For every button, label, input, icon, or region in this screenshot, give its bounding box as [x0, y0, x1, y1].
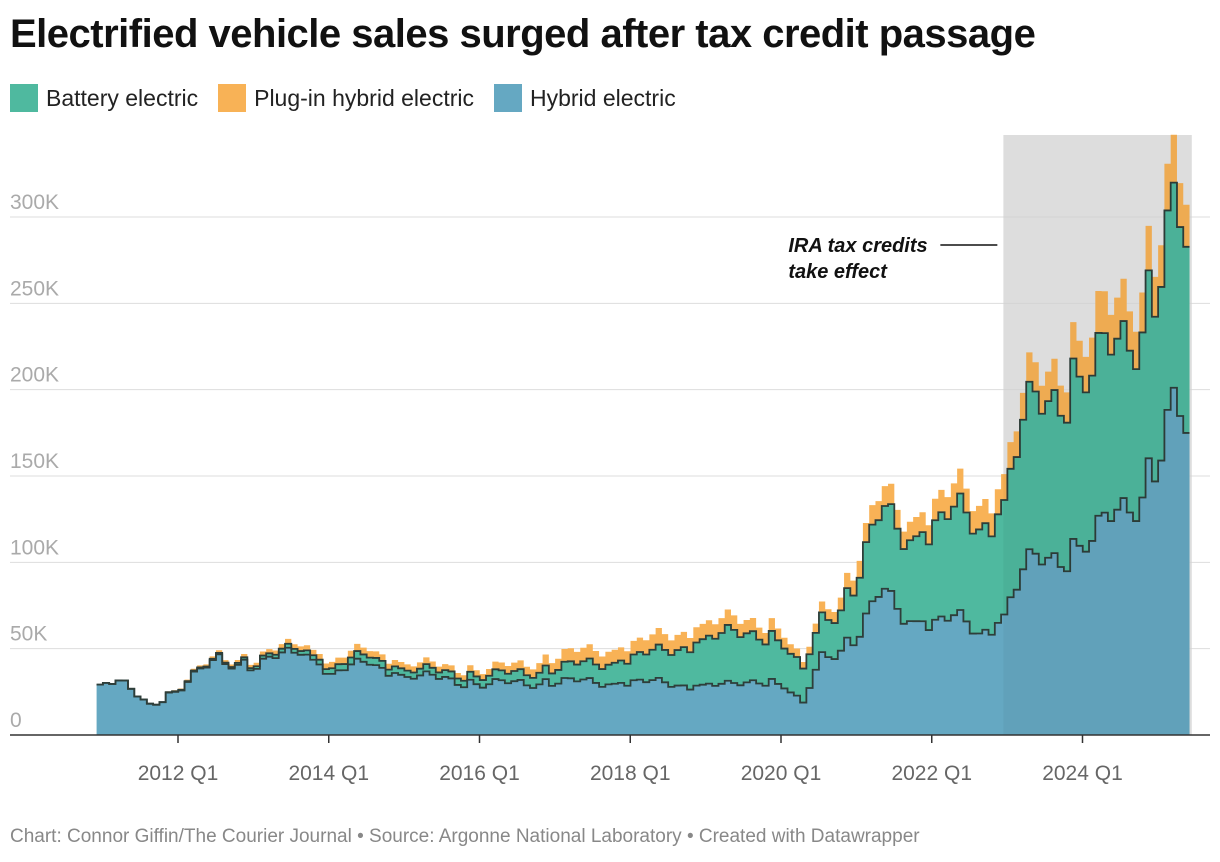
x-tick-label-4: 2020 Q1	[741, 762, 822, 785]
legend-swatch-plugin	[218, 84, 247, 112]
x-tick-label-0: 2012 Q1	[138, 762, 219, 785]
legend-swatch-hybrid	[493, 84, 522, 112]
highlight-overlay	[1003, 135, 1192, 735]
chart-footer: Chart: Connor Giffin/The Courier Journal…	[10, 826, 920, 847]
y-tick-label-3: 150K	[10, 450, 59, 473]
chart-title: Electrified vehicle sales surged after t…	[10, 12, 1036, 56]
y-tick-label-1: 50K	[10, 623, 47, 646]
y-tick-label-2: 100K	[10, 536, 59, 559]
legend-swatch-battery	[10, 84, 38, 112]
legend-label-hybrid: Hybrid electric	[529, 84, 676, 111]
legend-item-hybrid: Hybrid electric	[493, 84, 676, 112]
series-hybrid-line	[96, 386, 1190, 706]
series-battery-line	[96, 181, 1190, 706]
annotation-line-1: take effect	[788, 261, 888, 283]
series-battery-area	[96, 182, 1190, 705]
legend-item-battery: Battery electric	[10, 84, 198, 112]
legend: Battery electric Plug-in hybrid electric…	[10, 84, 676, 112]
annotation-line-0: IRA tax credits	[788, 235, 927, 257]
x-tick-label-3: 2018 Q1	[590, 762, 671, 785]
y-tick-label-5: 250K	[10, 277, 59, 300]
x-tick-label-5: 2022 Q1	[891, 762, 972, 785]
x-tick-label-2: 2016 Q1	[439, 762, 520, 785]
series-hybrid-area	[96, 387, 1190, 735]
legend-label-plugin: Plug-in hybrid electric	[254, 84, 474, 111]
y-tick-label-0: 0	[10, 709, 22, 732]
y-tick-label-6: 300K	[10, 191, 59, 214]
x-tick-label-6: 2024 Q1	[1042, 762, 1123, 785]
x-tick-label-1: 2014 Q1	[288, 762, 369, 785]
y-tick-label-4: 200K	[10, 364, 59, 387]
legend-item-plugin: Plug-in hybrid electric	[218, 84, 474, 112]
legend-label-battery: Battery electric	[46, 84, 199, 111]
